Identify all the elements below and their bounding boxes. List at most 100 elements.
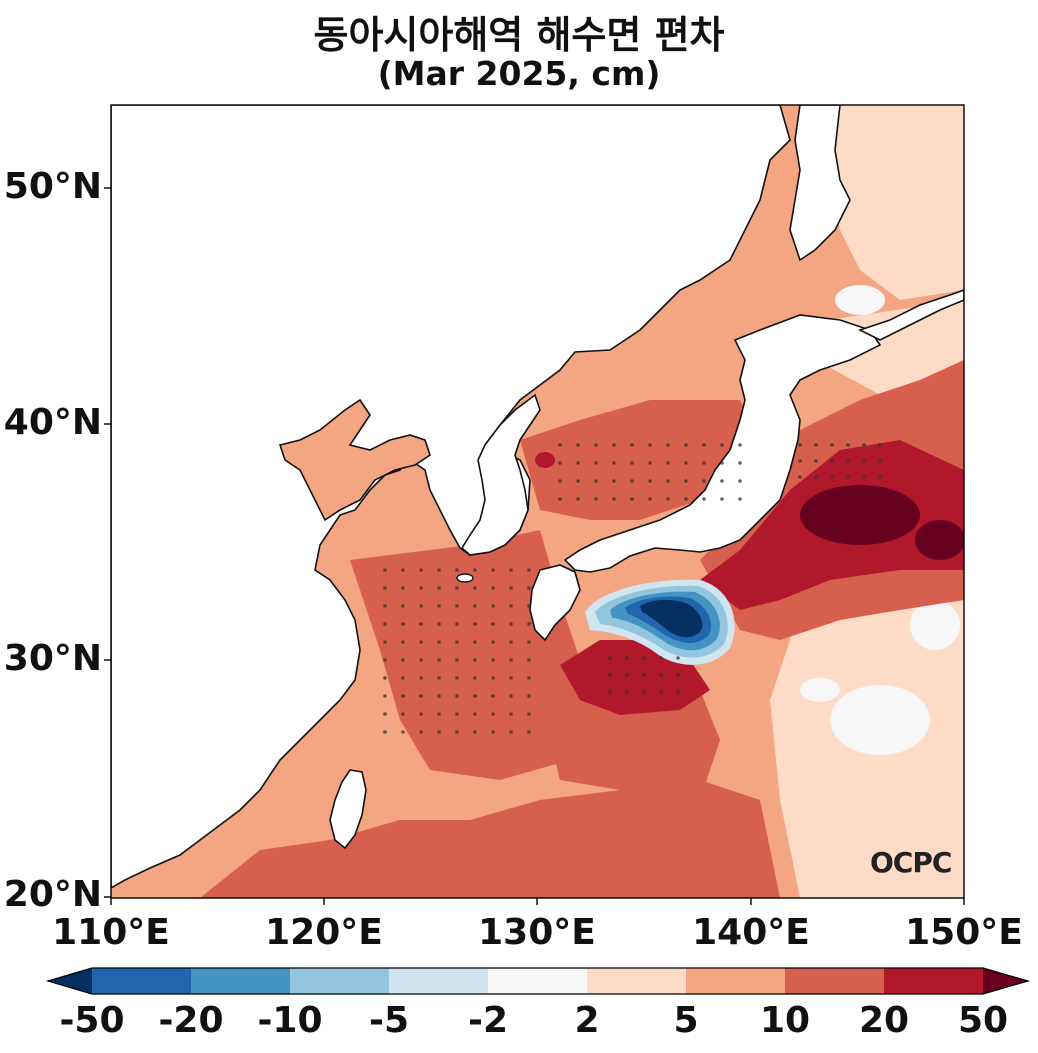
colorbar-label: 10 [759, 1000, 811, 1041]
stipple-dot [798, 459, 802, 463]
stipple-dot [576, 479, 580, 483]
stipple-dot [648, 497, 652, 501]
stipple-dot [455, 712, 459, 716]
stipple-dot [630, 443, 634, 447]
anomaly-region-east-sea [520, 400, 760, 520]
stipple-dot [659, 690, 663, 694]
colorbar-label: -5 [369, 1000, 409, 1041]
stipple-dot [437, 712, 441, 716]
stipple-dot [798, 443, 802, 447]
stipple-dot [642, 673, 646, 677]
stipple-dot [720, 497, 724, 501]
stipple-dot [491, 712, 495, 716]
stipple-dot [437, 676, 441, 680]
stipple-dot [612, 443, 616, 447]
colorbar-label: 50 [957, 1000, 1009, 1041]
stipple-dot [642, 656, 646, 660]
anomaly-region-neutral-2 [910, 600, 960, 650]
stipple-dot [437, 622, 441, 626]
stipple-dot [862, 475, 866, 479]
stipple-dot [558, 461, 562, 465]
lat-label-20n: 20°N [3, 874, 102, 915]
stipple-dot [473, 586, 477, 590]
stipple-dot [738, 461, 742, 465]
lon-label-140e: 140°E [692, 912, 810, 953]
stipple-dot [491, 676, 495, 680]
stipple-dot [419, 568, 423, 572]
stipple-dot [491, 658, 495, 662]
stipple-dot [401, 694, 405, 698]
stipple-dot [630, 497, 634, 501]
stipple-dot [401, 676, 405, 680]
stipple-dot [738, 479, 742, 483]
stipple-dot [419, 712, 423, 716]
stipple-dot [509, 676, 513, 680]
stipple-dot [878, 443, 882, 447]
stipple-dot [509, 730, 513, 734]
stipple-dot [437, 568, 441, 572]
lon-label-130e: 130°E [478, 912, 596, 953]
lon-label-120e: 120°E [265, 912, 383, 953]
stipple-dot [527, 604, 531, 608]
stipple-dot [625, 690, 629, 694]
colorbar-segment [785, 968, 885, 994]
stipple-dot [814, 475, 818, 479]
stipple-dot [642, 690, 646, 694]
colorbar-label: 20 [858, 1000, 910, 1041]
stipple-dot [846, 475, 850, 479]
stipple-dot [878, 475, 882, 479]
significance-stippling [383, 443, 882, 734]
lat-label-40n: 40°N [3, 402, 102, 443]
stipple-dot [419, 622, 423, 626]
stipple-dot [625, 673, 629, 677]
stipple-dot [666, 479, 670, 483]
stipple-dot [383, 712, 387, 716]
stipple-dot [878, 459, 882, 463]
stipple-dot [659, 673, 663, 677]
stipple-dot [594, 479, 598, 483]
colorbar-segment [92, 968, 192, 994]
colorbar-arrow-low [48, 968, 92, 994]
stipple-dot [401, 730, 405, 734]
stipple-dot [419, 676, 423, 680]
stipple-dot [676, 690, 680, 694]
stipple-dot [702, 443, 706, 447]
stipple-dot [594, 443, 598, 447]
stipple-dot [455, 694, 459, 698]
stipple-dot [401, 712, 405, 716]
anomaly-region-neutral-1 [830, 685, 930, 755]
map-subtitle: (Mar 2025, cm) [377, 54, 661, 93]
anomaly-region-north-pacific [830, 105, 964, 300]
stipple-dot [814, 443, 818, 447]
negative-eddy-core [640, 599, 703, 638]
stipple-dot [509, 640, 513, 644]
stipple-dot [509, 694, 513, 698]
stipple-dot [383, 622, 387, 626]
stipple-dot [419, 586, 423, 590]
stipple-dot [509, 658, 513, 662]
stipple-dot [473, 640, 477, 644]
colorbar [45, 967, 1031, 995]
stipple-dot [684, 443, 688, 447]
stipple-dot [383, 730, 387, 734]
stipple-dot [527, 586, 531, 590]
stipple-dot [527, 694, 531, 698]
stipple-dot [527, 640, 531, 644]
stipple-dot [648, 461, 652, 465]
stipple-dot [594, 461, 598, 465]
stipple-dot [738, 497, 742, 501]
stipple-dot [383, 694, 387, 698]
stipple-dot [419, 694, 423, 698]
stipple-dot [558, 443, 562, 447]
stipple-dot [401, 640, 405, 644]
stipple-dot [527, 730, 531, 734]
land-kuril-coast [857, 289, 964, 341]
colorbar-label: -2 [468, 1000, 508, 1041]
land-taiwan [329, 769, 367, 850]
stipple-dot [437, 640, 441, 644]
stipple-dot [738, 443, 742, 447]
stipple-dot [437, 586, 441, 590]
stipple-dot [491, 730, 495, 734]
colorbar-label: -50 [59, 1000, 125, 1041]
stipple-dot [720, 443, 724, 447]
